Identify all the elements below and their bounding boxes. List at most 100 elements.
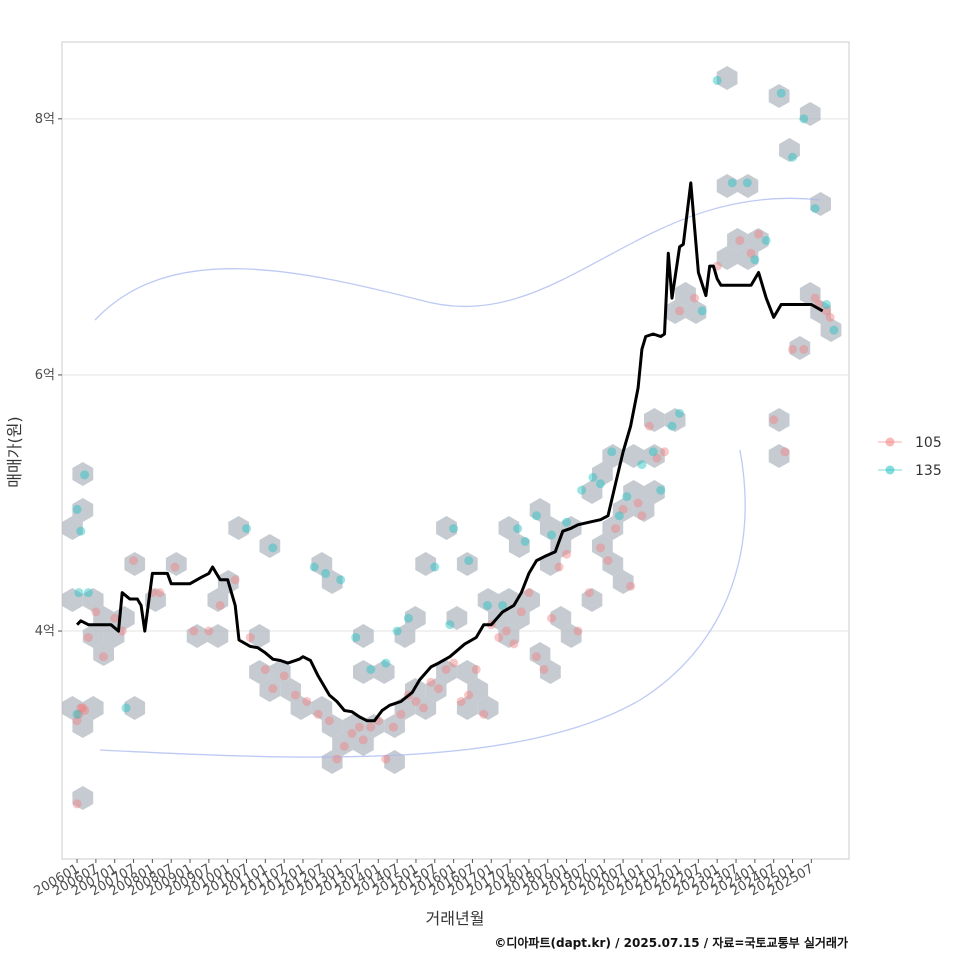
hex-bin bbox=[581, 588, 603, 612]
hex-bin bbox=[633, 498, 655, 522]
point-105 bbox=[260, 664, 270, 674]
point-105 bbox=[799, 344, 809, 354]
hex-bin bbox=[321, 714, 343, 738]
hex-bin bbox=[207, 588, 229, 612]
point-135 bbox=[788, 152, 798, 162]
hex-bin bbox=[82, 588, 104, 612]
point-105 bbox=[735, 235, 745, 245]
trend-line-group bbox=[76, 181, 824, 723]
point-135 bbox=[727, 178, 737, 188]
point-105 bbox=[554, 562, 564, 572]
hex-bin bbox=[82, 696, 104, 720]
point-135 bbox=[776, 88, 786, 98]
hex-bin bbox=[685, 300, 707, 324]
point-105 bbox=[129, 556, 139, 566]
hex-bin bbox=[602, 552, 624, 576]
hex-bin bbox=[311, 696, 333, 720]
hex-bin bbox=[508, 606, 530, 630]
point-135 bbox=[430, 562, 440, 572]
hex-bin bbox=[467, 678, 489, 702]
point-105 bbox=[644, 421, 654, 431]
point-135 bbox=[76, 526, 86, 536]
source-caption: ©디아파트(dapt.kr) / 2025.07.15 / 자료=국토교통부 실… bbox=[494, 935, 848, 950]
point-135 bbox=[403, 613, 413, 623]
point-105 bbox=[449, 658, 459, 668]
point-105 bbox=[72, 799, 82, 809]
point-105 bbox=[562, 549, 572, 559]
point-135 bbox=[531, 511, 541, 521]
point-105 bbox=[268, 684, 278, 694]
point-135 bbox=[242, 524, 252, 534]
hex-bin bbox=[675, 282, 696, 306]
hex-bin bbox=[810, 192, 831, 216]
point-135 bbox=[80, 470, 90, 480]
hex-bin bbox=[602, 444, 624, 468]
hex-bin bbox=[404, 606, 426, 630]
hex-bin bbox=[72, 714, 94, 738]
hex-bin bbox=[321, 570, 343, 594]
hex-bin bbox=[799, 282, 821, 306]
point-105 bbox=[339, 741, 349, 751]
hex-bin bbox=[93, 642, 114, 666]
point-105 bbox=[516, 607, 526, 617]
hex-bin bbox=[540, 516, 561, 540]
hex-bin bbox=[529, 642, 551, 666]
point-105 bbox=[626, 581, 636, 591]
hex-bin bbox=[394, 624, 416, 648]
point-105 bbox=[584, 588, 594, 598]
hex-bin bbox=[612, 570, 634, 594]
point-105 bbox=[418, 703, 428, 713]
hex-bin bbox=[623, 444, 644, 468]
hex-bin bbox=[477, 696, 499, 720]
hex-bin bbox=[540, 552, 561, 576]
density-contours bbox=[94, 197, 821, 758]
point-135 bbox=[268, 543, 278, 553]
hex-bin bbox=[165, 552, 187, 576]
point-105 bbox=[354, 722, 364, 732]
point-135 bbox=[810, 203, 820, 213]
hex-bins bbox=[62, 66, 842, 810]
point-105 bbox=[690, 293, 700, 303]
contour-line-1 bbox=[94, 197, 821, 321]
point-105 bbox=[573, 626, 583, 636]
point-135 bbox=[74, 588, 84, 598]
hex-bin bbox=[425, 678, 447, 702]
hex-bin bbox=[498, 624, 520, 648]
legend-key-point-105 bbox=[885, 437, 895, 447]
point-105 bbox=[91, 607, 101, 617]
point-105 bbox=[83, 632, 93, 642]
point-135 bbox=[72, 709, 82, 719]
point-105 bbox=[78, 703, 88, 713]
hex-bin bbox=[550, 606, 572, 630]
hex-bin bbox=[259, 534, 281, 558]
hex-bin bbox=[498, 516, 520, 540]
legend-label-105: 105 bbox=[915, 435, 942, 451]
point-105 bbox=[366, 722, 376, 732]
point-105 bbox=[754, 229, 764, 239]
point-135 bbox=[309, 562, 319, 572]
hex-bin bbox=[623, 480, 644, 504]
point-105 bbox=[290, 690, 300, 700]
hex-bin bbox=[436, 660, 457, 684]
hex-bin bbox=[228, 516, 250, 540]
hex-bin bbox=[249, 660, 270, 684]
point-105 bbox=[769, 415, 779, 425]
point-105 bbox=[659, 447, 669, 457]
point-135 bbox=[607, 447, 617, 457]
point-105 bbox=[396, 709, 406, 719]
point-105 bbox=[479, 709, 489, 719]
point-135 bbox=[712, 75, 722, 85]
point-135 bbox=[121, 703, 131, 713]
hex-bin bbox=[353, 624, 374, 648]
y-tick-label-0: 4억 bbox=[35, 624, 55, 639]
hex-bin bbox=[384, 714, 405, 738]
point-135 bbox=[648, 447, 658, 457]
point-135 bbox=[449, 524, 459, 534]
plot-panel bbox=[61, 41, 850, 860]
point-105 bbox=[302, 696, 312, 706]
point-105 bbox=[324, 716, 334, 726]
point-105 bbox=[215, 600, 225, 610]
hex-bin bbox=[820, 318, 842, 342]
contour-line-2 bbox=[99, 449, 746, 758]
hex-bin bbox=[581, 480, 603, 504]
